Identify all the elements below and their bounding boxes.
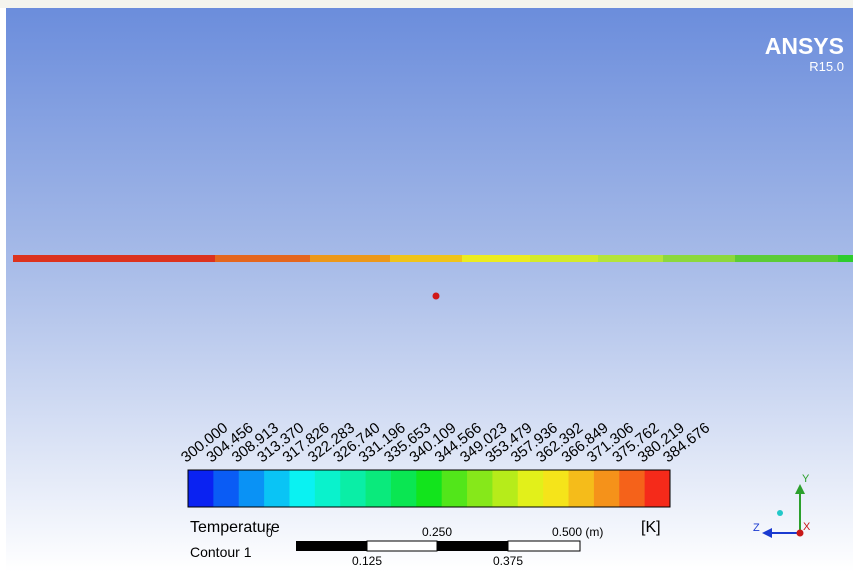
- pipe-segment: [530, 255, 599, 262]
- z-axis-label: Z: [753, 522, 760, 534]
- legend-swatch: [416, 470, 442, 507]
- legend-unit: [K]: [641, 519, 661, 536]
- scale-label: 0: [266, 526, 273, 540]
- legend-swatch: [518, 470, 544, 507]
- page: ANSYS R15.0 300.000304.456308.913313.370…: [0, 0, 853, 572]
- legend-swatch: [391, 470, 417, 507]
- pipe-segment: [310, 255, 391, 262]
- legend-swatch: [467, 470, 493, 507]
- pipe-segment: [13, 255, 216, 262]
- legend-swatch: [543, 470, 569, 507]
- pipe-segment: [838, 255, 853, 262]
- triad-dot: [777, 510, 783, 516]
- scale-label: 0.125: [352, 554, 382, 568]
- y-axis-label: Y: [802, 473, 810, 485]
- pipe-segment: [215, 255, 311, 262]
- legend-name: Contour 1: [190, 544, 252, 560]
- scale-segment: [296, 541, 367, 551]
- legend-swatch: [213, 470, 239, 507]
- pipe-segment: [598, 255, 664, 262]
- brand: ANSYS: [765, 33, 844, 59]
- legend-swatch: [264, 470, 290, 507]
- pipe-segment: [735, 255, 839, 262]
- scale-segment: [367, 541, 437, 551]
- pipe-segment: [390, 255, 463, 262]
- legend-swatch: [366, 470, 392, 507]
- legend-swatch: [239, 470, 265, 507]
- scale-segment: [437, 541, 508, 551]
- top-strip: [0, 0, 853, 8]
- pipe: [13, 255, 853, 262]
- pipe-segment: [663, 255, 736, 262]
- scale-bar: [296, 541, 580, 551]
- point-marker: [433, 293, 440, 300]
- legend-swatch: [188, 470, 214, 507]
- legend-swatch: [442, 470, 468, 507]
- legend-swatch: [594, 470, 620, 507]
- legend-swatch: [315, 470, 341, 507]
- viewport: ANSYS R15.0 300.000304.456308.913313.370…: [0, 0, 853, 572]
- legend-swatch: [569, 470, 595, 507]
- scale-label: 0.500 (m): [552, 525, 603, 539]
- scale-label: 0.250: [422, 525, 452, 539]
- x-axis-label: X: [803, 521, 811, 533]
- legend-swatch: [645, 470, 671, 507]
- version: R15.0: [809, 59, 844, 74]
- scale-label: 0.375: [493, 554, 523, 568]
- legend-swatch: [340, 470, 366, 507]
- legend-swatch: [492, 470, 518, 507]
- scale-segment: [508, 541, 580, 551]
- pipe-segment: [462, 255, 531, 262]
- legend-swatch: [619, 470, 645, 507]
- legend-swatch: [289, 470, 315, 507]
